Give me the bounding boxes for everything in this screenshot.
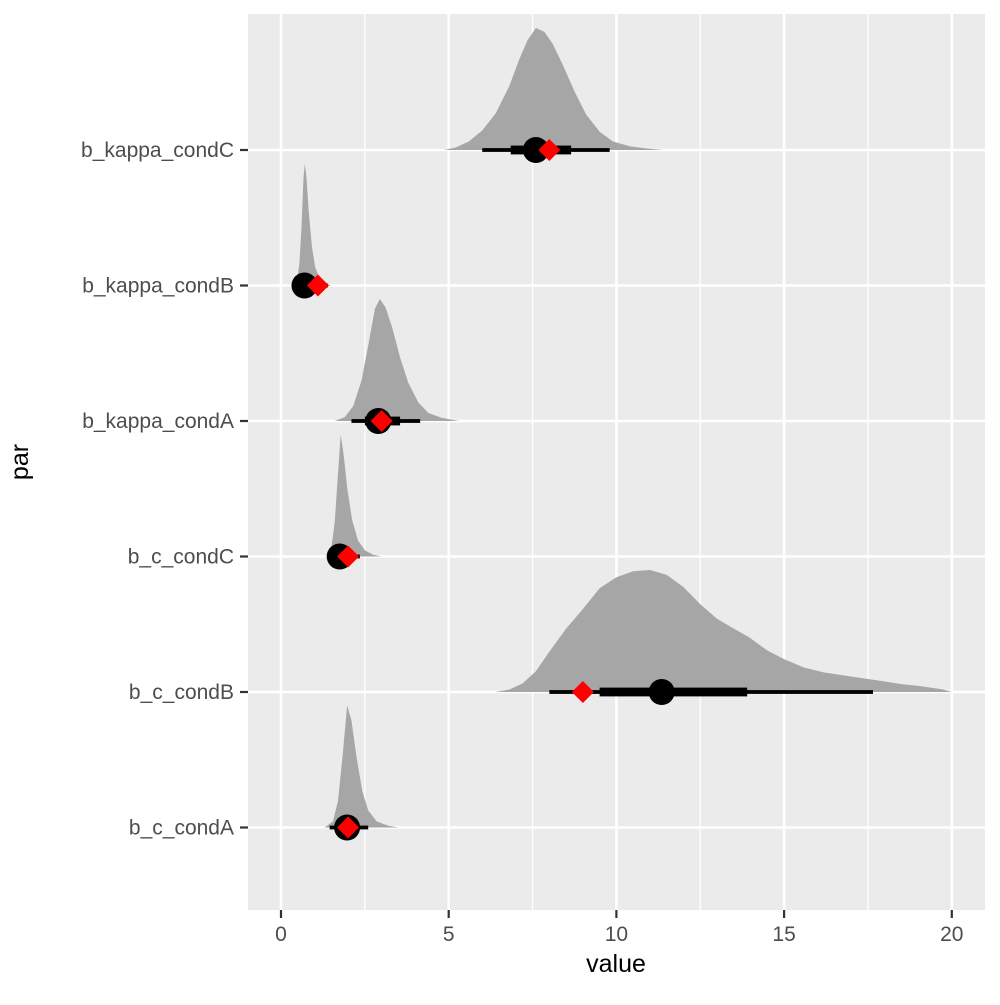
y-label-b_c_condB: b_c_condB xyxy=(129,681,234,704)
y-label-b_kappa_condC: b_kappa_condC xyxy=(81,139,234,162)
point-estimate-b_c_condB xyxy=(648,679,675,705)
point-estimate-b_kappa_condC xyxy=(522,137,549,163)
x-axis-title: value xyxy=(586,950,646,978)
true-value-marker-b_kappa_condB xyxy=(306,274,329,297)
x-tick-label-15: 15 xyxy=(772,923,795,946)
density-slab-b_kappa_condC xyxy=(443,28,664,150)
y-axis-title: par xyxy=(6,444,34,480)
x-tick-labels: 0 5 10 15 20 xyxy=(275,923,963,946)
density-slab-b_kappa_condA xyxy=(334,299,459,421)
y-tick-labels: b_kappa_condC b_kappa_condB b_kappa_cond… xyxy=(81,139,234,840)
x-tick-label-10: 10 xyxy=(605,923,628,946)
density-slab-b_c_condA xyxy=(324,705,399,828)
density-slabs xyxy=(293,28,952,828)
point-estimate-b_kappa_condB xyxy=(291,272,318,299)
axis-ticks xyxy=(240,148,953,918)
true-value-marker-b_c_condA xyxy=(337,816,360,839)
x-tick-label-0: 0 xyxy=(275,923,287,946)
y-label-b_kappa_condA: b_kappa_condA xyxy=(82,410,234,433)
true-value-marker-b_c_condB xyxy=(571,681,594,703)
point-intervals xyxy=(291,137,873,841)
density-slab-b_c_condB xyxy=(495,570,952,692)
y-label-b_c_condC: b_c_condC xyxy=(128,546,234,569)
x-tick-label-5: 5 xyxy=(443,923,455,946)
true-value-marker-b_kappa_condA xyxy=(370,410,393,432)
y-label-b_c_condA: b_c_condA xyxy=(129,817,234,840)
true-value-marker-b_c_condC xyxy=(337,545,360,568)
true-value-marker-b_kappa_condC xyxy=(538,139,561,161)
y-label-b_kappa_condB: b_kappa_condB xyxy=(82,275,234,298)
density-slab-b_kappa_condB xyxy=(293,163,332,286)
x-tick-label-20: 20 xyxy=(940,923,963,946)
density-slab-b_c_condC xyxy=(326,434,382,557)
